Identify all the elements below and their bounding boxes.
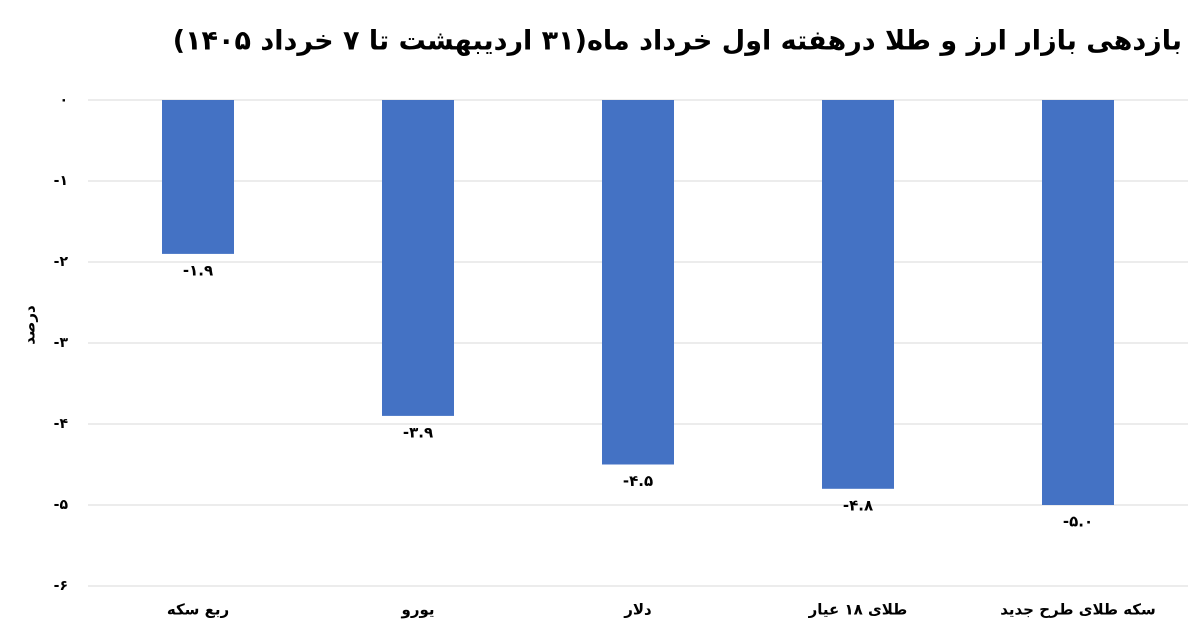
y-tick-label: -۱ <box>54 173 68 189</box>
y-tick-label: ۰ <box>59 92 68 108</box>
bar <box>822 100 894 489</box>
x-tick-label: دلار <box>623 601 652 619</box>
data-label: -۵.۰ <box>1063 513 1093 531</box>
bar <box>382 100 454 416</box>
chart-title: بازدهی بازار ارز و طلا درهفته اول خرداد … <box>173 26 1182 57</box>
data-label: -۱.۹ <box>183 261 213 279</box>
bar <box>1042 100 1114 505</box>
data-label: -۴.۸ <box>843 496 873 514</box>
x-tick-label: یورو <box>401 601 435 619</box>
bar <box>602 100 674 465</box>
x-tick-label: طلای ۱۸ عیار <box>808 601 908 619</box>
data-label: -۴.۵ <box>623 472 653 490</box>
data-label: -۳.۹ <box>403 423 433 441</box>
x-tick-label: سکه طلای طرح جدید <box>1000 601 1156 619</box>
y-tick-label: -۶ <box>54 578 68 594</box>
y-tick-label: -۴ <box>54 416 69 432</box>
x-tick-label: ربع سکه <box>167 601 229 619</box>
y-tick-label: -۳ <box>54 335 69 351</box>
bar <box>162 100 234 254</box>
y-tick-label: -۵ <box>54 497 69 513</box>
y-tick-label: -۲ <box>54 254 69 270</box>
y-axis-label: درصد <box>21 305 39 345</box>
